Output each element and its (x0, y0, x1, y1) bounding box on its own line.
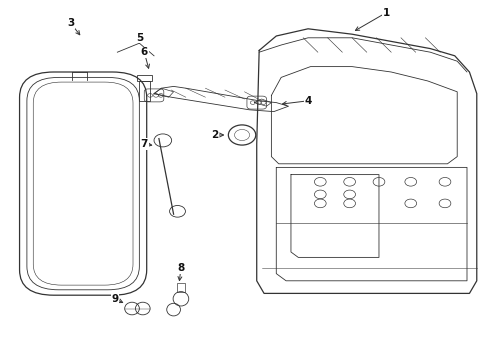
Text: 5: 5 (136, 33, 142, 43)
Text: 3: 3 (67, 18, 74, 28)
Text: 7: 7 (140, 139, 148, 149)
Text: 2: 2 (211, 130, 218, 140)
Text: 4: 4 (304, 96, 311, 106)
Bar (137, 75, 151, 81)
Bar (139, 81, 149, 101)
Text: 8: 8 (177, 263, 184, 273)
Text: 6: 6 (141, 47, 147, 57)
Text: 9: 9 (111, 294, 118, 304)
Bar (177, 283, 184, 292)
Text: 1: 1 (382, 8, 389, 18)
